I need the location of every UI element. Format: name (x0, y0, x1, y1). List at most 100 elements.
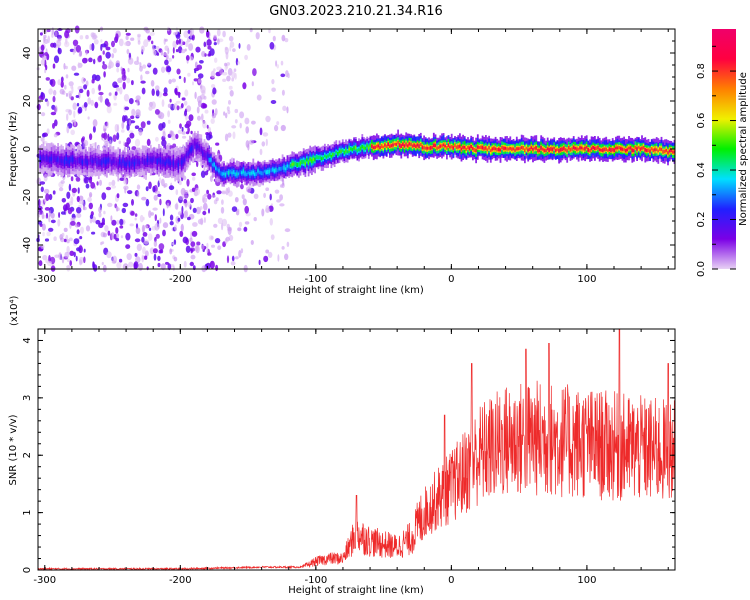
spectrogram-x-ticks: -300 -200 -100 0 100 (33, 29, 669, 285)
noise-speck (77, 187, 80, 194)
ridge-cell (86, 160, 89, 165)
ridge-cell (654, 148, 656, 152)
ridge-cell (366, 144, 369, 148)
ridge-cell (432, 143, 435, 148)
ridge-cell (232, 170, 235, 175)
ridge-cell (176, 161, 178, 165)
ridge-cell (122, 159, 125, 163)
noise-speck (183, 194, 189, 199)
ridge-cell (172, 160, 175, 166)
snr-y-tick-label: 1 (22, 509, 33, 515)
noise-speck (216, 190, 222, 195)
noise-speck (70, 129, 75, 136)
noise-speck (58, 212, 61, 218)
noise-speck (185, 120, 192, 127)
noise-speck (167, 110, 171, 118)
ridge-cell (436, 146, 438, 151)
ridge-cell (265, 170, 268, 175)
noise-speck (45, 193, 50, 202)
noise-speck (126, 253, 132, 261)
ridge-cell (284, 167, 287, 171)
ridge-cell (298, 162, 300, 167)
ridge-cell (299, 161, 302, 166)
noise-speck (79, 259, 83, 266)
y-tick-label: -20 (22, 189, 33, 205)
ridge-cell (522, 146, 525, 150)
ridge-cell (400, 144, 403, 148)
ridge-cell (459, 144, 461, 148)
x-tick-label: 100 (577, 575, 596, 586)
ridge-cell (541, 147, 544, 151)
ridge-cell (548, 148, 551, 152)
noise-speck (40, 59, 46, 66)
noise-speck (152, 44, 154, 50)
ridge-cell (224, 172, 227, 177)
ridge-cell (590, 147, 593, 151)
noise-speck (210, 118, 215, 124)
noise-speck (108, 92, 112, 96)
x-tick-label: -100 (304, 274, 327, 285)
noise-speck (184, 203, 188, 208)
noise-speck (116, 132, 120, 141)
ridge-cell (286, 164, 289, 168)
noise-speck (261, 141, 266, 147)
noise-speck (54, 119, 58, 127)
noise-speck (226, 62, 231, 66)
ridge-cell (543, 148, 546, 153)
ridge-cell (156, 159, 159, 164)
noise-speck (36, 177, 41, 186)
noise-speck (168, 79, 172, 85)
noise-speck (276, 64, 279, 69)
noise-speck (223, 111, 226, 116)
noise-speck (176, 68, 181, 75)
noise-speck (271, 79, 275, 85)
noise-speck (153, 240, 158, 247)
ridge-cell (255, 172, 258, 176)
ridge-cell (78, 157, 81, 163)
noise-speck (237, 227, 242, 232)
noise-speck (232, 131, 236, 140)
noise-speck (126, 77, 131, 84)
ridge-cell (115, 160, 118, 166)
ridge-cell (631, 148, 634, 153)
noise-speck (184, 89, 189, 97)
ridge-cell (384, 143, 386, 147)
noise-speck (215, 142, 220, 146)
noise-speck (228, 100, 231, 105)
noise-speck (152, 207, 158, 211)
noise-speck (183, 30, 189, 38)
ridge-cell (480, 145, 482, 149)
ridge-cell (359, 146, 362, 151)
noise-speck (66, 125, 70, 134)
noise-speck (159, 198, 162, 206)
ridge-cell (58, 158, 61, 164)
noise-speck (68, 183, 72, 191)
noise-speck (146, 120, 151, 125)
noise-speck (133, 60, 140, 65)
noise-speck (201, 51, 206, 57)
noise-speck (158, 177, 162, 184)
y-tick-label: 20 (22, 95, 33, 108)
ridge-cell (128, 161, 131, 167)
ridge-cell (198, 145, 201, 151)
ridge-cell (228, 170, 230, 175)
ridge-cell (616, 146, 619, 150)
ridge-cell (289, 163, 292, 168)
noise-speck (201, 113, 204, 121)
snr-frame (37, 328, 676, 571)
noise-speck (251, 81, 254, 87)
ridge-cell (73, 158, 76, 163)
ridge-cell (457, 145, 460, 149)
noise-speck (50, 219, 56, 224)
noise-speck (171, 78, 176, 83)
ridge-cell (462, 145, 464, 149)
noise-speck (110, 215, 113, 222)
noise-speck (284, 253, 289, 261)
noise-speck (41, 132, 46, 138)
noise-speck (263, 255, 269, 263)
noise-speck (81, 137, 84, 144)
noise-speck (222, 30, 226, 38)
ridge-cell (587, 147, 590, 152)
ridge-cell (647, 148, 650, 153)
ridge-cell (659, 147, 661, 151)
